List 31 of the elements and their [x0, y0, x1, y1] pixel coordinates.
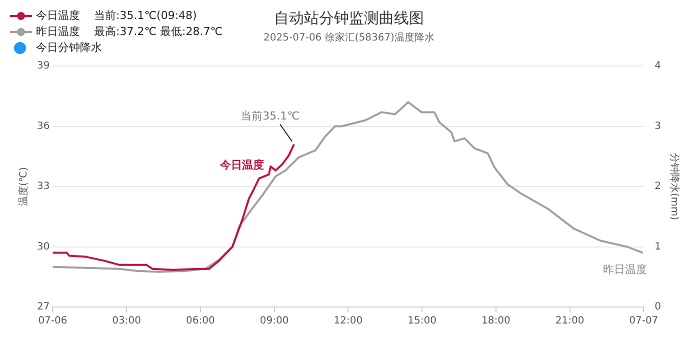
x-tick-label: 15:00 [408, 316, 436, 327]
x-tick-label: 07-07 [629, 316, 658, 327]
x-tick-label: 06:00 [186, 316, 215, 327]
x-tick-label: 07-06 [38, 316, 68, 327]
y-axis-title: 温度(℃) [18, 166, 30, 206]
annotation: 当前35.1℃ [240, 110, 300, 123]
y2-tick-label: 2 [654, 181, 662, 192]
y2-tick-label: 4 [654, 60, 662, 72]
y-tick-label: 39 [36, 60, 50, 72]
y2-tick-label: 1 [654, 241, 662, 252]
y-tick-label: 27 [36, 302, 50, 313]
text: 最高:37.2℃ 最低:28.7℃ [94, 24, 223, 40]
y-tick-label: 36 [36, 120, 50, 132]
annotation: 今日温度 [219, 158, 264, 172]
y-tick-label: 30 [36, 241, 50, 252]
y-tick-label: 33 [36, 181, 50, 192]
y2-tick-label: 0 [654, 302, 662, 313]
text: 当前:35.1℃(09:48) [94, 8, 197, 24]
x-tick-label: 21:00 [555, 316, 584, 327]
chart-title: 自动站分钟监测曲线图 [274, 8, 424, 27]
y2-axis-title: 分钟降水(mm) [668, 152, 680, 220]
x-tick-label: 12:00 [334, 316, 363, 327]
legend-label: 今日分钟降水 [36, 40, 102, 56]
x-tick-label: 18:00 [481, 316, 510, 327]
annotation: 昨日温度 [602, 263, 647, 276]
legend-label: 今日温度 [36, 8, 80, 24]
y2-tick-label: 3 [654, 120, 662, 132]
chart-subtitle: 2025-07-06 徐家汇(58367)温度降水 [264, 32, 434, 44]
legend-label: 昨日温度 [36, 24, 80, 40]
x-tick-label: 03:00 [112, 316, 142, 327]
x-tick-label: 09:00 [260, 316, 289, 327]
